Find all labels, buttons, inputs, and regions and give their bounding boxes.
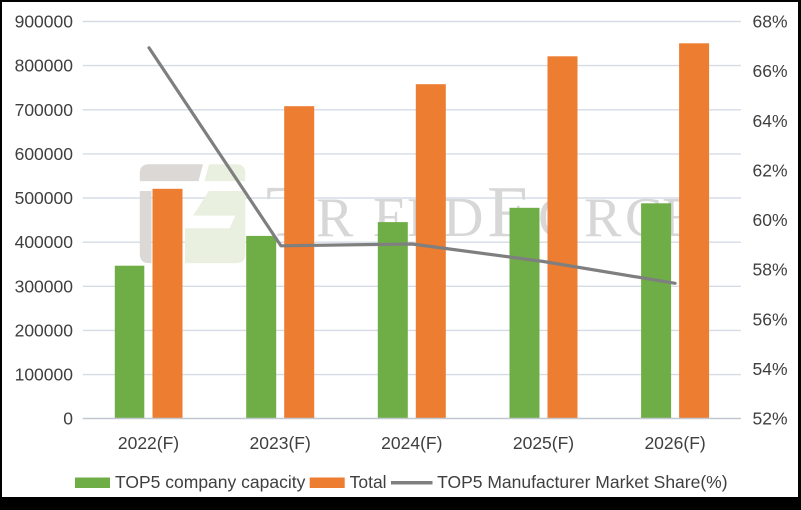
svg-text:400000: 400000 — [15, 232, 74, 252]
svg-text:56%: 56% — [753, 309, 788, 329]
svg-text:200000: 200000 — [15, 320, 74, 340]
svg-text:500000: 500000 — [15, 188, 74, 208]
svg-text:52%: 52% — [753, 409, 788, 429]
svg-text:TOP5 company capacity: TOP5 company capacity — [115, 472, 306, 492]
svg-text:0: 0 — [63, 409, 73, 429]
svg-text:TOP5 Manufacturer Market Share: TOP5 Manufacturer Market Share(%) — [437, 472, 727, 492]
svg-text:2023(F): 2023(F) — [250, 433, 311, 453]
svg-text:60%: 60% — [753, 210, 788, 230]
svg-text:100000: 100000 — [15, 365, 74, 385]
svg-text:600000: 600000 — [15, 144, 74, 164]
svg-text:64%: 64% — [753, 111, 788, 131]
svg-text:2025(F): 2025(F) — [513, 433, 574, 453]
svg-text:300000: 300000 — [15, 276, 74, 296]
svg-text:2026(F): 2026(F) — [644, 433, 705, 453]
svg-text:66%: 66% — [753, 61, 788, 81]
svg-text:800000: 800000 — [15, 56, 74, 76]
svg-text:700000: 700000 — [15, 100, 74, 120]
svg-text:68%: 68% — [753, 12, 788, 32]
svg-text:Total: Total — [350, 472, 387, 492]
svg-text:2024(F): 2024(F) — [381, 433, 442, 453]
svg-text:62%: 62% — [753, 160, 788, 180]
svg-text:900000: 900000 — [15, 12, 74, 32]
svg-text:54%: 54% — [753, 359, 788, 379]
svg-text:58%: 58% — [753, 260, 788, 280]
svg-text:2022(F): 2022(F) — [118, 433, 179, 453]
